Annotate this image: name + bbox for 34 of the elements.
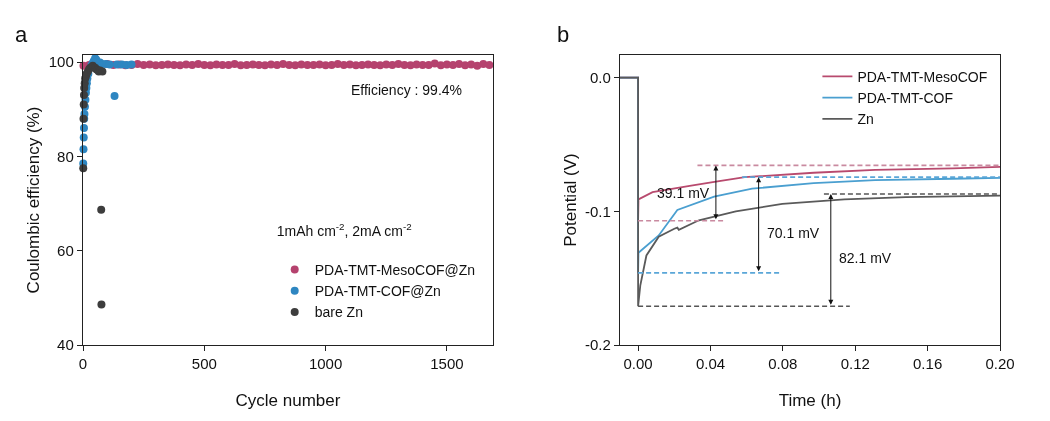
legend-title: 1mAh cm$^{-2}$, 2mA cm$^{-2}$	[276, 220, 412, 239]
y-tick-label: 100	[48, 53, 74, 71]
x-axis-title: Time (h)	[778, 391, 842, 411]
chart-title: a	[15, 22, 28, 47]
annotation: 70.1 mV	[767, 225, 820, 241]
y-tick-label: -0.1	[584, 202, 611, 220]
legend-label: PDA-TMT-COF	[857, 90, 954, 107]
legend-label: PDA-TMT-MesoCOF@Zn	[314, 262, 476, 279]
x-tick-label: 0.16	[913, 355, 943, 373]
x-axis-title: Cycle number	[235, 391, 341, 411]
chart-title: b	[557, 22, 570, 47]
legend-label: Zn	[857, 111, 874, 128]
y-tick-label: 40	[57, 336, 74, 354]
y-axis-title: Coulombic efficiency (%)	[23, 106, 43, 294]
legend-label: PDA-TMT-MesoCOF	[857, 68, 988, 85]
x-tick-label: 0.04	[695, 355, 726, 373]
x-tick-label: 0	[78, 355, 88, 373]
y-tick-label: -0.2	[584, 336, 611, 354]
x-tick-label: 0.20	[985, 355, 1015, 373]
x-tick-label: 0.12	[840, 355, 870, 373]
x-tick-label: 1500	[430, 355, 464, 373]
legend-label: PDA-TMT-COF@Zn	[314, 283, 441, 300]
annotation: 82.1 mV	[839, 250, 892, 266]
x-tick-label: 0.00	[623, 355, 653, 373]
y-tick-label: 60	[57, 241, 74, 259]
y-tick-label: 80	[57, 147, 74, 165]
x-tick-label: 500	[191, 355, 217, 373]
x-tick-label: 1000	[308, 355, 343, 373]
annotation: Efficiency : 99.4%	[351, 82, 463, 98]
x-tick-label: 0.08	[768, 355, 798, 373]
y-axis-title: Potential (V)	[560, 153, 580, 247]
y-tick-label: 0.0	[589, 68, 611, 86]
legend-label: bare Zn	[314, 304, 363, 321]
annotation: 39.1 mV	[657, 185, 710, 201]
